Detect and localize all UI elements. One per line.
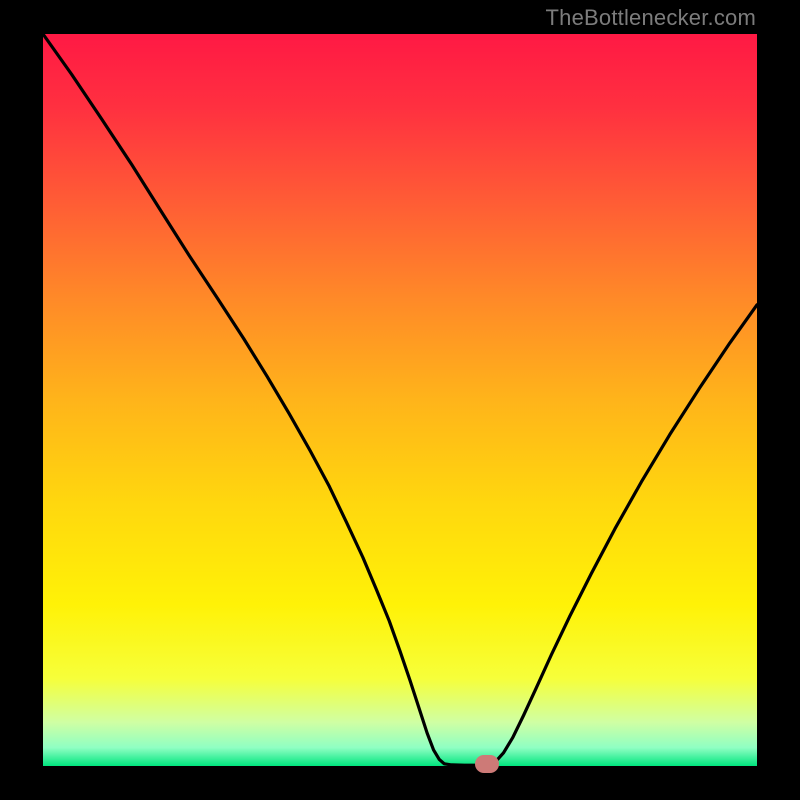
watermark-text: TheBottlenecker.com bbox=[546, 5, 756, 31]
optimum-marker bbox=[475, 755, 499, 773]
plot-area bbox=[43, 34, 757, 766]
